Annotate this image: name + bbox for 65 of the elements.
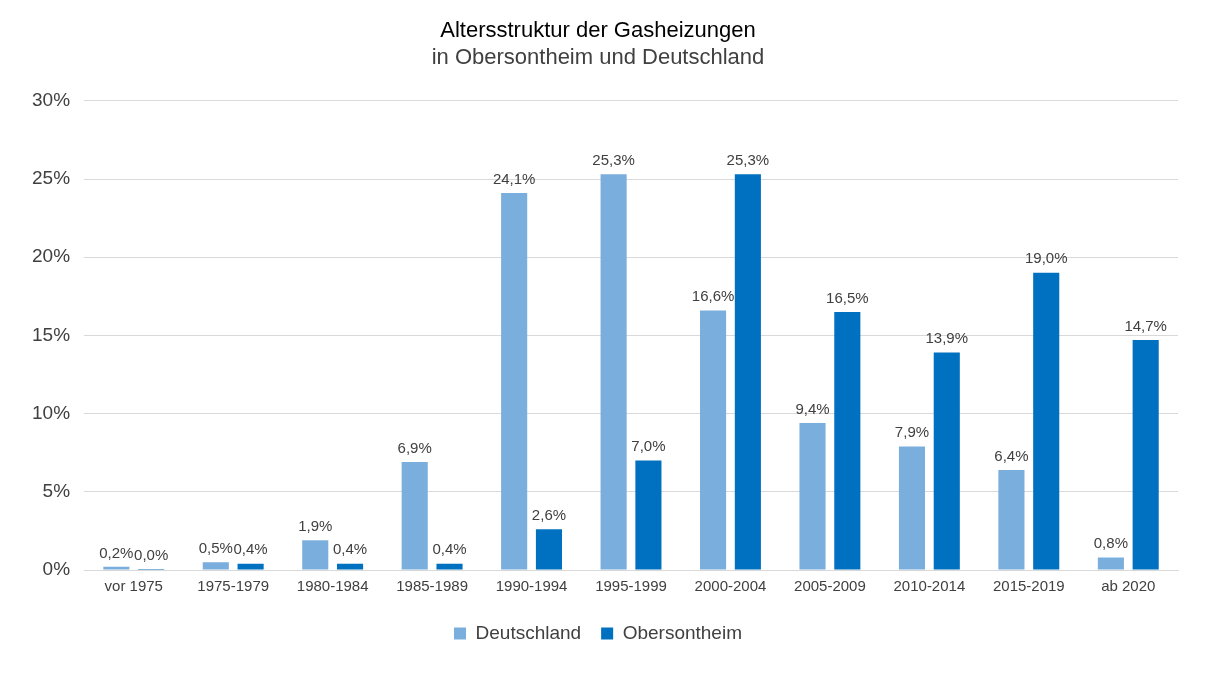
y-tick-label: 25%	[32, 167, 71, 189]
data-label: 6,9%	[397, 438, 432, 456]
bar	[898, 446, 926, 570]
bar	[1033, 272, 1060, 570]
chart-subtitle: in Obersontheim und Deutschland	[431, 43, 765, 69]
data-label: 14,7%	[1124, 316, 1167, 334]
bar	[700, 310, 727, 570]
x-tick-label: vor 1975	[104, 577, 163, 595]
bar	[103, 566, 130, 570]
x-tick-label: 2000-2004	[694, 577, 767, 595]
y-tick-label: 5%	[42, 480, 71, 502]
data-label: 19,0%	[1024, 249, 1068, 267]
x-tick-label: 1995-1999	[595, 577, 667, 595]
bar	[734, 174, 761, 570]
data-label: 1,9%	[298, 516, 333, 534]
y-tick-label: 10%	[32, 401, 71, 423]
data-label: 0,4%	[332, 540, 368, 558]
data-label: 16,5%	[826, 288, 869, 306]
bar	[436, 563, 463, 570]
bar	[834, 311, 861, 570]
y-tick-label: 20%	[32, 245, 71, 267]
data-label: 7,9%	[894, 423, 930, 441]
data-label: 9,4%	[795, 399, 830, 417]
bar	[237, 563, 264, 570]
data-label: 13,9%	[925, 329, 969, 347]
bar	[600, 174, 627, 570]
bar	[1097, 557, 1124, 570]
data-label: 25,3%	[592, 150, 635, 168]
x-tick-label: 2010-2014	[893, 577, 966, 595]
bar	[501, 193, 528, 570]
data-label: 16,6%	[691, 287, 735, 305]
data-label: 6,4%	[994, 446, 1029, 464]
data-label: 24,1%	[492, 169, 536, 187]
bar	[635, 460, 662, 570]
y-tick-label: 30%	[32, 89, 71, 111]
data-label: 2,6%	[531, 505, 567, 523]
bar	[337, 563, 364, 570]
bar	[799, 422, 826, 570]
x-tick-label: ab 2020	[1101, 577, 1156, 595]
data-label: 0,2%	[99, 543, 134, 561]
x-tick-label: 2005-2009	[794, 577, 866, 595]
x-tick-label: 1975-1979	[197, 577, 270, 595]
bar	[998, 469, 1025, 570]
chart-title: Altersstruktur der Gasheizungen	[440, 17, 756, 43]
legend-label: Obersontheim	[622, 621, 742, 643]
bar	[302, 540, 329, 570]
legend-label: Deutschland	[475, 621, 582, 643]
bar	[535, 529, 563, 570]
x-tick-label: 2015-2019	[992, 577, 1065, 595]
data-label: 0,4%	[432, 540, 467, 558]
bar	[202, 562, 229, 570]
bar	[933, 352, 960, 570]
data-label: 0,5%	[198, 538, 233, 556]
y-tick-label: 15%	[32, 323, 71, 345]
data-label: 0,4%	[233, 540, 268, 558]
bar	[401, 462, 428, 570]
y-tick-label: 0%	[42, 558, 71, 580]
data-label: 7,0%	[631, 437, 666, 455]
bar	[1132, 340, 1159, 570]
data-label: 0,8%	[1093, 534, 1128, 552]
x-tick-label: 1990-1994	[495, 577, 568, 595]
x-tick-label: 1985-1989	[396, 577, 468, 595]
data-label: 0,0%	[134, 545, 169, 563]
data-label: 25,3%	[726, 150, 770, 168]
x-tick-label: 1980-1984	[296, 577, 369, 595]
